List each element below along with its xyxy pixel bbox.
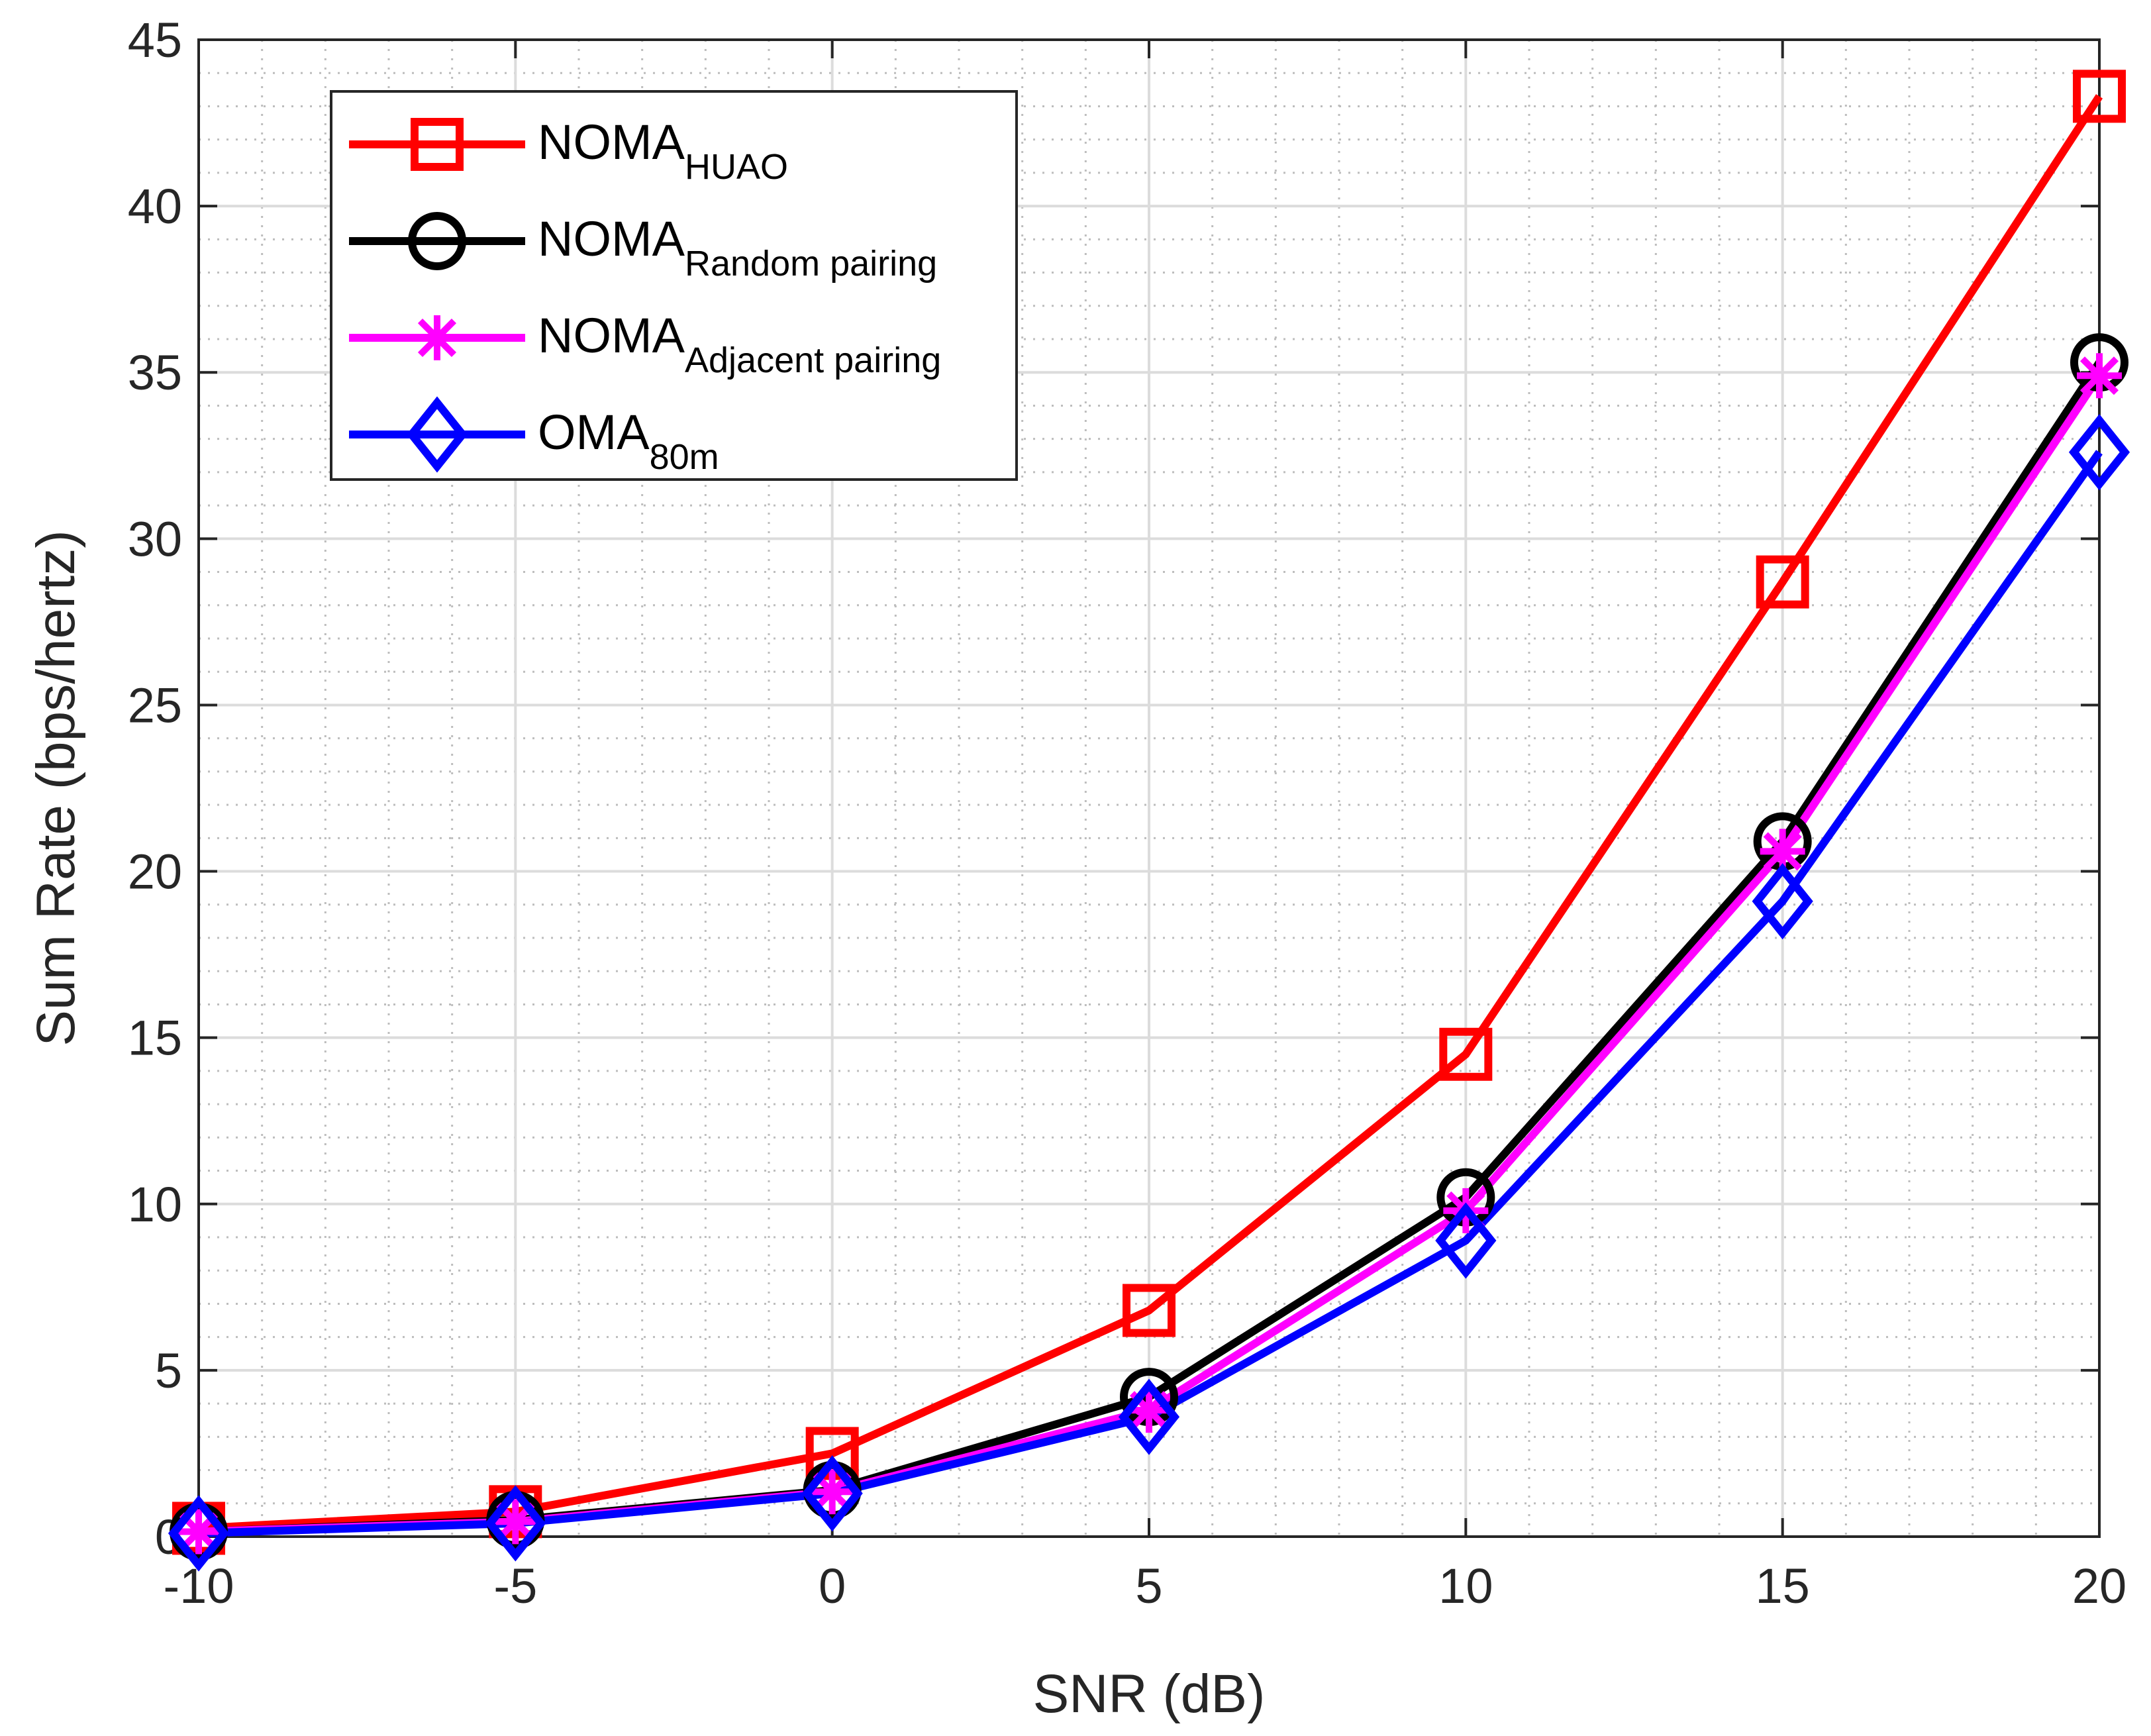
- data-point-3: [2068, 414, 2130, 491]
- series-markers: [168, 70, 2130, 1572]
- data-point-3: [1435, 1202, 1497, 1279]
- data-point-0: [1756, 555, 1809, 609]
- legend: NOMAHUAO NOMARandom pairing NOMAAdjacent p…: [330, 90, 1018, 481]
- x-tick-label: -5: [493, 1558, 537, 1613]
- data-point-0: [1123, 1284, 1176, 1337]
- x-tick-label: 0: [819, 1558, 846, 1613]
- legend-label-1: NOMARandom pairing: [538, 211, 937, 283]
- legend-marker-1: [408, 212, 466, 270]
- y-tick-label: 35: [128, 345, 182, 400]
- y-tick-label: 20: [128, 844, 182, 899]
- data-point-2: [809, 1469, 855, 1515]
- x-axis-tick-labels: -10 -5 0 5 10 15 20: [164, 1558, 2127, 1613]
- y-tick-label: 5: [155, 1343, 182, 1398]
- y-tick-label: 25: [128, 678, 182, 733]
- x-tick-label: 10: [1438, 1558, 1493, 1613]
- data-point-2: [2077, 353, 2122, 399]
- y-tick-label: 45: [128, 13, 182, 68]
- data-point-0: [1439, 1027, 1493, 1081]
- x-tick-label: 15: [1756, 1558, 1810, 1613]
- data-point-3: [1752, 863, 1813, 940]
- legend-label-3: OMA80m: [538, 405, 719, 477]
- x-tick-label: 20: [2072, 1558, 2126, 1613]
- x-axis-label: SNR (dB): [1033, 1664, 1266, 1724]
- data-point-2: [1760, 829, 1805, 874]
- y-axis-label: Sum Rate (bps/hertz): [26, 530, 86, 1046]
- data-point-3: [485, 1485, 546, 1562]
- y-tick-label: 40: [128, 179, 182, 234]
- legend-marker-2: [415, 315, 460, 360]
- y-tick-label: 15: [128, 1011, 182, 1066]
- legend-marker-0: [411, 118, 464, 171]
- legend-marker-3: [406, 396, 468, 473]
- legend-label-0: NOMAHUAO: [538, 115, 788, 187]
- data-point-0: [2073, 70, 2126, 123]
- data-point-2: [493, 1499, 538, 1545]
- data-point-3: [801, 1455, 863, 1532]
- legend-label-2: NOMAAdjacent pairing: [538, 308, 941, 380]
- data-point-2: [1126, 1388, 1172, 1433]
- x-tick-label: 5: [1135, 1558, 1162, 1613]
- y-tick-label: 10: [128, 1177, 182, 1232]
- y-tick-label: 30: [128, 511, 182, 566]
- data-point-3: [1118, 1378, 1180, 1455]
- data-point-2: [176, 1509, 221, 1555]
- data-point-3: [168, 1495, 230, 1572]
